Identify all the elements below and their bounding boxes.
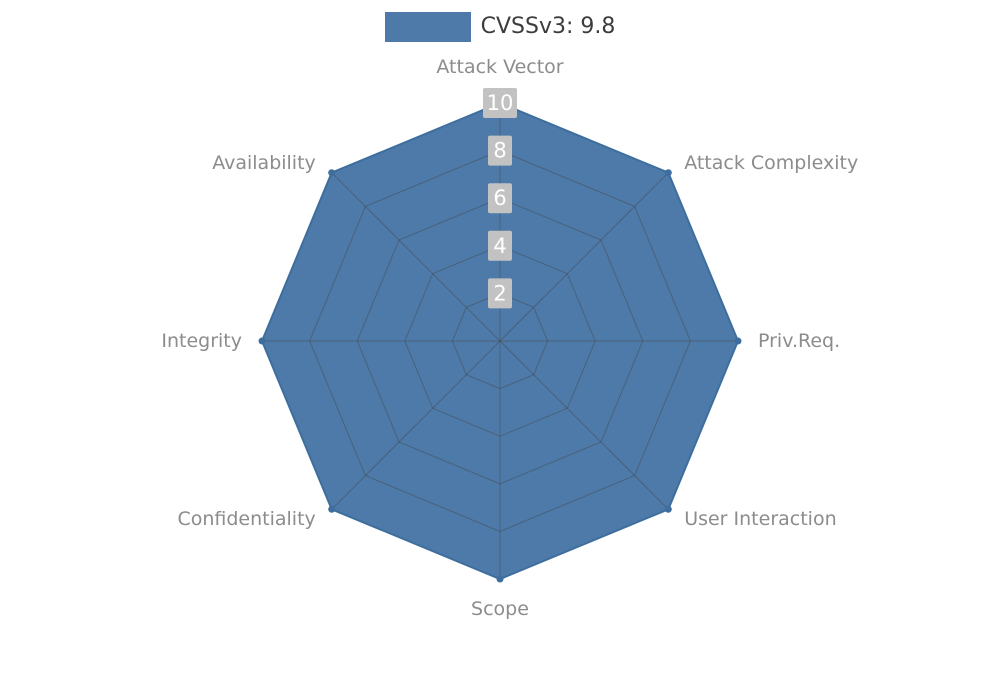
category-label: Integrity [161,330,242,352]
category-label: Priv.Req. [758,330,840,352]
series-fill [262,103,738,579]
grid-ring [404,245,596,437]
series-point [328,505,336,513]
legend: CVSSv3: 9.8 [0,12,1000,42]
legend-label: CVSSv3: 9.8 [480,14,616,39]
radial-tick-label: 10 [487,91,514,115]
series-point [258,337,266,345]
radial-tick-label: 2 [493,281,506,305]
radial-tick-label: 6 [493,186,506,210]
radial-tick-box [488,278,512,309]
radial-tick-box [488,230,512,261]
grid-ring [309,150,691,532]
series-point [496,575,504,583]
radial-tick-box [483,88,517,118]
category-label: Confidentiality [177,508,315,530]
grid-ring [356,197,644,485]
series-point [734,337,742,345]
grid-spoke [331,340,501,510]
series-point [328,169,336,177]
radial-tick-box [488,183,512,214]
category-label: Availability [212,152,316,174]
category-label: Attack Vector [436,56,563,78]
radial-tick-label: 4 [493,234,506,258]
grid-spoke [499,340,669,510]
category-label: Scope [471,598,529,620]
legend-swatch-icon [384,12,471,42]
series-point [664,169,672,177]
category-label: Attack Complexity [684,152,858,174]
radial-tick-box [488,135,512,166]
radial-tick-label: 8 [493,139,506,163]
grid-spoke [331,172,501,342]
series-point [664,505,672,513]
grid-spoke [499,172,669,342]
grid-ring [451,292,549,390]
category-label: User Interaction [684,508,836,530]
